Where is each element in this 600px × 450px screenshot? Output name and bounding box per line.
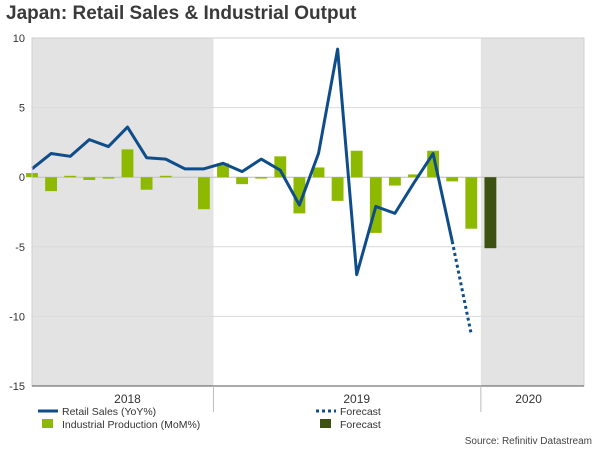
production-bar (446, 177, 459, 182)
shaded-region-1 (480, 38, 584, 386)
retail-sales-line (31, 47, 454, 277)
production-bar (350, 150, 363, 178)
shaded-region-0 (32, 38, 214, 386)
legend-label: Retail Sales (YoY%) (62, 406, 156, 418)
production-bar (236, 177, 249, 185)
production-bar (217, 163, 229, 178)
y-tick-label: 0 (19, 172, 25, 184)
production-bar (83, 177, 96, 180)
production-bar (45, 177, 58, 192)
y-tick-label: 5 (19, 103, 25, 115)
production-bar (312, 167, 325, 178)
y-tick-label: -15 (9, 381, 25, 393)
production-bar (465, 177, 478, 229)
x-year-label: 2020 (515, 392, 542, 406)
production-bar (159, 175, 172, 178)
axes: 10 5 0 -5 -10 -15 2018 2019 2020 (9, 33, 585, 412)
legend-label: Forecast (340, 419, 381, 431)
production-forecast-bar (484, 177, 497, 249)
production-bar (427, 150, 440, 178)
production-bar (331, 177, 344, 201)
chart-title: Japan: Retail Sales & Industrial Output (6, 3, 357, 24)
source-note: Source: Refinitiv Datastream (465, 436, 592, 447)
production-bar (64, 175, 77, 178)
y-tick-label: -10 (9, 311, 25, 323)
shaded-regions (32, 38, 584, 386)
production-bar (121, 149, 134, 178)
x-year-label: 2019 (343, 392, 370, 406)
retail-forecast-line (450, 240, 473, 335)
production-bar (408, 174, 420, 178)
x-year-label: 2018 (114, 392, 141, 406)
production-bar (274, 156, 287, 178)
legend-marker (320, 419, 331, 428)
legend-marker (42, 419, 53, 428)
retail-lines (31, 47, 473, 335)
legend-label: Industrial Production (MoM%) (62, 419, 200, 431)
production-bar (102, 177, 115, 179)
production-bar (197, 177, 210, 210)
production-bar (140, 177, 153, 190)
production-bar (293, 177, 306, 214)
production-bar (255, 177, 268, 179)
y-tick-label: -5 (15, 242, 25, 254)
legend: Retail Sales (YoY%) Forecast Industrial Pr… (38, 406, 381, 431)
legend-label: Forecast (340, 406, 381, 418)
y-tick-label: 10 (13, 33, 25, 45)
production-bar (388, 177, 401, 186)
